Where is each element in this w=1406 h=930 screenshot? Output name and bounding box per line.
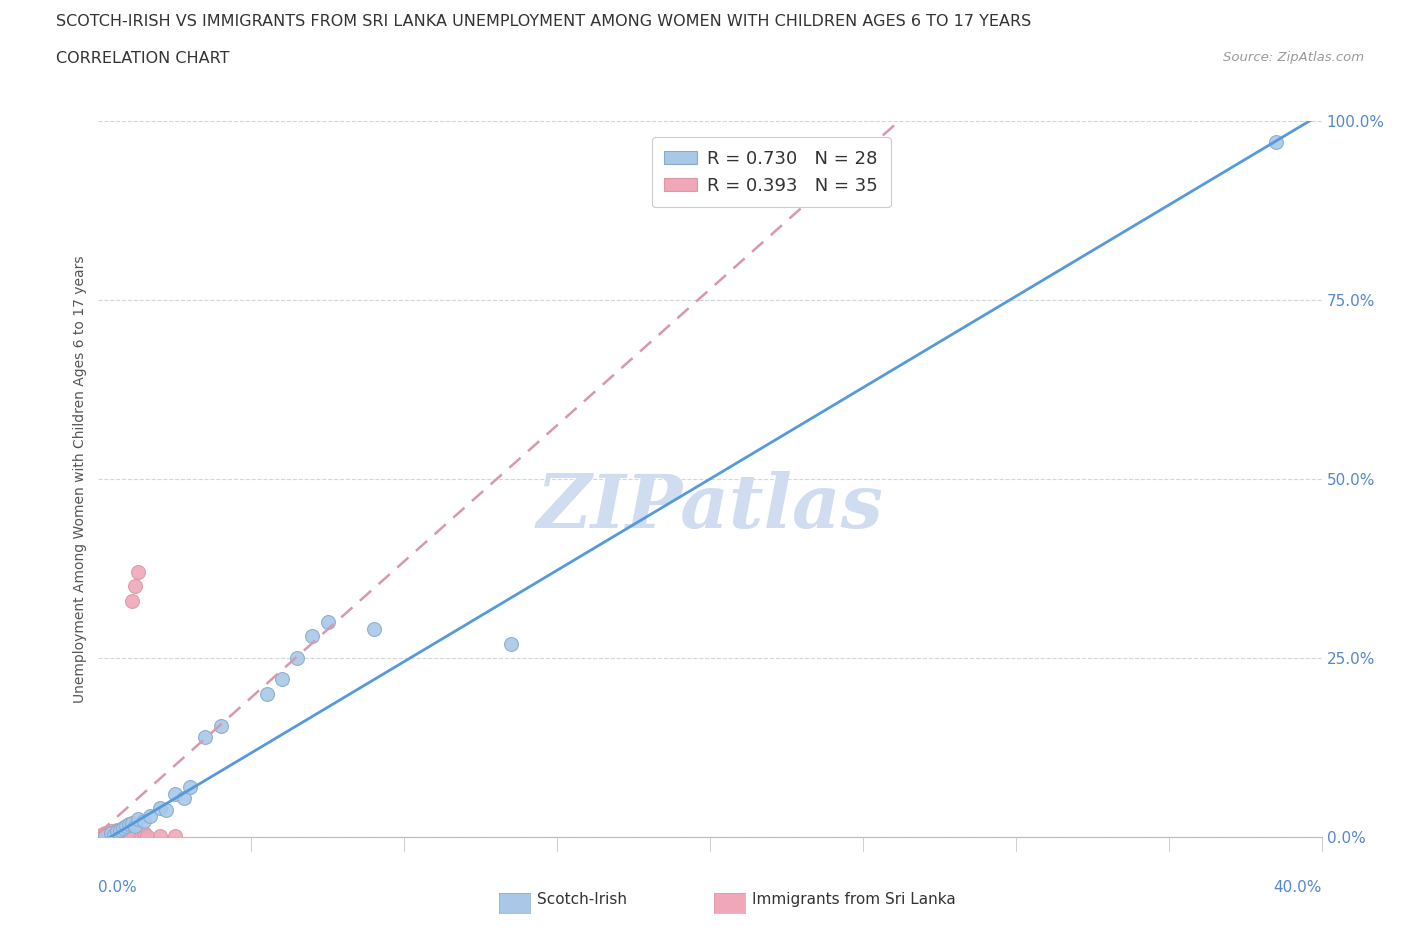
Point: [316, 615, 339, 630]
Point: [124, 818, 146, 833]
Point: [108, 829, 131, 844]
Point: [115, 818, 138, 833]
Point: [100, 827, 122, 842]
Point: [103, 828, 125, 843]
Point: [301, 629, 323, 644]
Point: [149, 829, 172, 844]
Point: [134, 814, 156, 829]
Point: [127, 812, 149, 827]
Point: [93, 826, 115, 841]
Legend: R = 0.730   N = 28, R = 0.393   N = 35: R = 0.730 N = 28, R = 0.393 N = 35: [651, 137, 891, 207]
Point: [111, 827, 134, 842]
Point: [256, 686, 278, 701]
Point: [173, 790, 195, 805]
Point: [108, 828, 131, 843]
Point: [93, 828, 115, 843]
Point: [121, 593, 143, 608]
Point: [115, 829, 138, 844]
Text: 40.0%: 40.0%: [1274, 880, 1322, 895]
Point: [155, 803, 177, 817]
Point: [121, 816, 143, 830]
Point: [105, 827, 128, 842]
Point: [111, 829, 134, 844]
Point: [105, 822, 128, 837]
Point: [111, 821, 134, 836]
Point: [105, 829, 128, 844]
Point: [139, 808, 162, 823]
Point: [115, 825, 138, 840]
Point: [103, 829, 125, 844]
Point: [163, 829, 186, 844]
Y-axis label: Unemployment Among Women with Children Ages 6 to 17 years: Unemployment Among Women with Children A…: [73, 255, 87, 703]
Point: [111, 821, 134, 836]
Point: [209, 719, 232, 734]
Point: [118, 829, 141, 844]
Point: [285, 651, 308, 666]
Text: SCOTCH-IRISH VS IMMIGRANTS FROM SRI LANKA UNEMPLOYMENT AMONG WOMEN WITH CHILDREN: SCOTCH-IRISH VS IMMIGRANTS FROM SRI LANK…: [56, 14, 1032, 29]
Point: [501, 636, 523, 651]
Point: [93, 829, 115, 844]
Point: [129, 829, 152, 844]
Point: [1264, 135, 1286, 150]
Point: [124, 578, 146, 594]
Point: [363, 622, 385, 637]
Point: [97, 825, 120, 840]
Text: 0.0%: 0.0%: [98, 880, 138, 895]
Point: [194, 729, 217, 744]
Text: CORRELATION CHART: CORRELATION CHART: [56, 51, 229, 66]
Point: [97, 828, 120, 843]
Point: [103, 825, 125, 840]
Point: [103, 828, 125, 843]
Point: [163, 787, 186, 802]
Point: [270, 672, 292, 687]
Text: ZIPatlas: ZIPatlas: [537, 472, 883, 544]
Point: [108, 824, 131, 839]
Point: [118, 826, 141, 841]
Point: [100, 824, 122, 839]
Point: [97, 829, 120, 844]
Point: [90, 829, 112, 844]
Point: [179, 779, 201, 794]
Text: Source: ZipAtlas.com: Source: ZipAtlas.com: [1223, 51, 1364, 64]
Point: [105, 824, 128, 839]
Point: [100, 826, 122, 841]
Point: [100, 829, 122, 844]
Text: Immigrants from Sri Lanka: Immigrants from Sri Lanka: [752, 892, 956, 907]
Point: [93, 828, 115, 843]
Point: [136, 829, 159, 844]
Point: [149, 801, 172, 816]
Point: [90, 828, 112, 843]
Point: [134, 826, 156, 841]
Text: Scotch-Irish: Scotch-Irish: [537, 892, 627, 907]
Point: [127, 565, 149, 579]
Point: [118, 817, 141, 831]
Point: [108, 822, 131, 837]
